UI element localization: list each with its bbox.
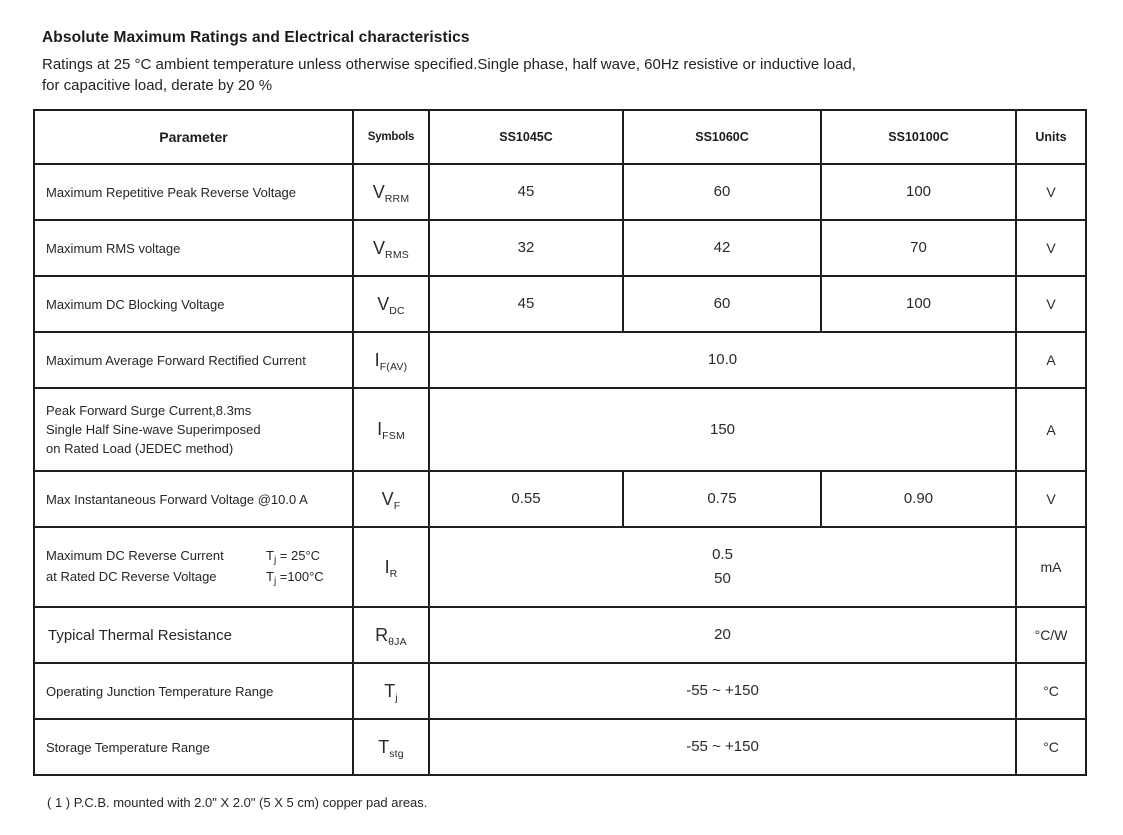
table-row-ifsm: Peak Forward Surge Current,8.3ms Single … [33, 387, 1087, 472]
unit-cell: °C [1015, 718, 1087, 776]
table-row-vf: Max Instantaneous Forward Voltage @10.0 … [33, 470, 1087, 528]
table-row-tj: Operating Junction Temperature Range Tj … [33, 662, 1087, 720]
parameter-line-1: Maximum DC Reverse Current Tj = 25°C [46, 548, 321, 566]
symbol-cell: VDC [352, 275, 430, 333]
subtitle-line-1: Ratings at 25 °C ambient temperature unl… [42, 56, 856, 73]
parameter-line-3: on Rated Load (JEDEC method) [46, 441, 234, 456]
table-row-vrms: Maximum RMS voltage VRMS 32 42 70 V [33, 219, 1087, 277]
value-cell-all-parts: 10.0 [428, 331, 1017, 389]
value-cell-ss10100c: 70 [820, 219, 1017, 277]
parameter-line-2: at Rated DC Reverse Voltage Tj =100°C [46, 569, 324, 587]
test-condition-1: Tj = 25°C [266, 548, 321, 566]
column-header-ss1045c: SS1045C [428, 109, 624, 165]
symbol-cell: Tj [352, 662, 430, 720]
value-cell-ss10100c: 100 [820, 275, 1017, 333]
subtitle-line-2: for capacitive load, derate by 20 % [42, 77, 273, 94]
test-condition-2: Tj =100°C [266, 569, 324, 587]
value-cell-all-parts: 150 [428, 387, 1017, 472]
parameter-cell: Maximum Repetitive Peak Reverse Voltage [33, 163, 354, 221]
table-row-ir: Maximum DC Reverse Current Tj = 25°C at … [33, 526, 1087, 608]
column-header-units: Units [1015, 109, 1087, 165]
unit-cell: V [1015, 470, 1087, 528]
table-row-tstg: Storage Temperature Range Tstg -55 ~ +15… [33, 718, 1087, 776]
parameter-cell: Storage Temperature Range [33, 718, 354, 776]
table-row-rthja: Typical Thermal Resistance RθJA 20 °C/W [33, 606, 1087, 664]
symbol-cell: Tstg [352, 718, 430, 776]
parameter-line-2: Single Half Sine-wave Superimposed [46, 422, 261, 437]
column-header-ss1060c: SS1060C [622, 109, 822, 165]
footnote: ( 1 ) P.C.B. mounted with 2.0" X 2.0" (5… [47, 795, 428, 810]
parameter-cell: Maximum RMS voltage [33, 219, 354, 277]
parameter-cell: Maximum Average Forward Rectified Curren… [33, 331, 354, 389]
value-cell-ss1060c: 60 [622, 163, 822, 221]
value-line-2: 50 [714, 570, 731, 587]
value-cell-ss1045c: 32 [428, 219, 624, 277]
page-title: Absolute Maximum Ratings and Electrical … [42, 29, 470, 46]
value-cell-ss1060c: 60 [622, 275, 822, 333]
symbol-cell: IF(AV) [352, 331, 430, 389]
column-header-parameter: Parameter [33, 109, 354, 165]
value-cell-ss1060c: 42 [622, 219, 822, 277]
value-line-1: 0.5 [712, 546, 733, 563]
unit-cell: °C/W [1015, 606, 1087, 664]
parameter-cell: Peak Forward Surge Current,8.3ms Single … [33, 387, 354, 472]
unit-cell: A [1015, 387, 1087, 472]
table-row-vdc: Maximum DC Blocking Voltage VDC 45 60 10… [33, 275, 1087, 333]
value-cell-all-parts: -55 ~ +150 [428, 662, 1017, 720]
parameter-cell: Typical Thermal Resistance [33, 606, 354, 664]
unit-cell: A [1015, 331, 1087, 389]
value-cell-all-parts: 0.5 50 [428, 526, 1017, 608]
table-row-vrrm: Maximum Repetitive Peak Reverse Voltage … [33, 163, 1087, 221]
unit-cell: V [1015, 275, 1087, 333]
unit-cell: V [1015, 163, 1087, 221]
column-header-symbols: Symbols [352, 109, 430, 165]
ratings-conditions-note: Ratings at 25 °C ambient temperature unl… [42, 54, 1087, 96]
parameter-line-1: Peak Forward Surge Current,8.3ms [46, 403, 252, 418]
symbol-cell: VRRM [352, 163, 430, 221]
parameter-cell: Maximum DC Blocking Voltage [33, 275, 354, 333]
symbol-cell: RθJA [352, 606, 430, 664]
column-header-ss10100c: SS10100C [820, 109, 1017, 165]
datasheet-page: Absolute Maximum Ratings and Electrical … [33, 29, 1087, 810]
value-cell-ss1045c: 0.55 [428, 470, 624, 528]
symbol-cell: IFSM [352, 387, 430, 472]
symbol-cell: IR [352, 526, 430, 608]
table-row-ifav: Maximum Average Forward Rectified Curren… [33, 331, 1087, 389]
value-cell-all-parts: 20 [428, 606, 1017, 664]
table-header-row: Parameter Symbols SS1045C SS1060C SS1010… [33, 109, 1087, 165]
absolute-maximum-ratings-table: Parameter Symbols SS1045C SS1060C SS1010… [33, 109, 1087, 776]
symbol-cell: VF [352, 470, 430, 528]
value-cell-ss1045c: 45 [428, 163, 624, 221]
unit-cell: °C [1015, 662, 1087, 720]
unit-cell: V [1015, 219, 1087, 277]
value-cell-ss10100c: 0.90 [820, 470, 1017, 528]
symbol-cell: VRMS [352, 219, 430, 277]
unit-cell: mA [1015, 526, 1087, 608]
parameter-cell: Max Instantaneous Forward Voltage @10.0 … [33, 470, 354, 528]
value-cell-ss1045c: 45 [428, 275, 624, 333]
value-cell-ss1060c: 0.75 [622, 470, 822, 528]
parameter-cell: Maximum DC Reverse Current Tj = 25°C at … [33, 526, 354, 608]
value-cell-ss10100c: 100 [820, 163, 1017, 221]
parameter-cell: Operating Junction Temperature Range [33, 662, 354, 720]
value-cell-all-parts: -55 ~ +150 [428, 718, 1017, 776]
